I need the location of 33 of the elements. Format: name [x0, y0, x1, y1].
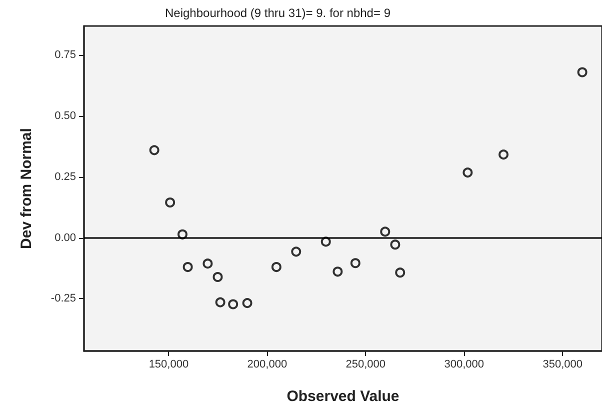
point [320, 236, 331, 247]
y-tick-label: -0.25 [50, 292, 76, 305]
point [332, 266, 343, 277]
point [498, 150, 509, 160]
point [202, 258, 213, 269]
point [242, 298, 252, 308]
point [271, 262, 282, 272]
point [177, 229, 188, 240]
x-tick-label: 300,000 [444, 358, 484, 370]
point [577, 67, 588, 78]
y-axis-title: Dev from Normal [18, 128, 35, 249]
x-tick-label: 150,000 [148, 358, 189, 370]
point [228, 299, 238, 310]
x-tick-label: 200,000 [247, 358, 288, 370]
chart-title: Neighbourhood (9 thru 31)= 9. for nbhd= 9 [165, 6, 391, 20]
point [350, 258, 360, 268]
y-tick-label: 0.50 [54, 110, 76, 122]
point [165, 198, 176, 208]
point [395, 268, 406, 278]
point [215, 297, 226, 308]
x-axis-title: Observed Value [286, 388, 400, 405]
point [462, 168, 473, 178]
y-tick-label: 0.00 [54, 232, 76, 244]
point [291, 246, 302, 257]
point [390, 240, 400, 250]
point [149, 145, 160, 156]
point [380, 226, 390, 237]
point [212, 272, 223, 282]
x-tick-label: 250,000 [346, 358, 386, 370]
y-tick-label: 0.75 [54, 49, 76, 62]
y-tick-label: 0.25 [54, 170, 76, 183]
point [182, 262, 193, 272]
x-tick-label: 350,000 [542, 358, 582, 370]
